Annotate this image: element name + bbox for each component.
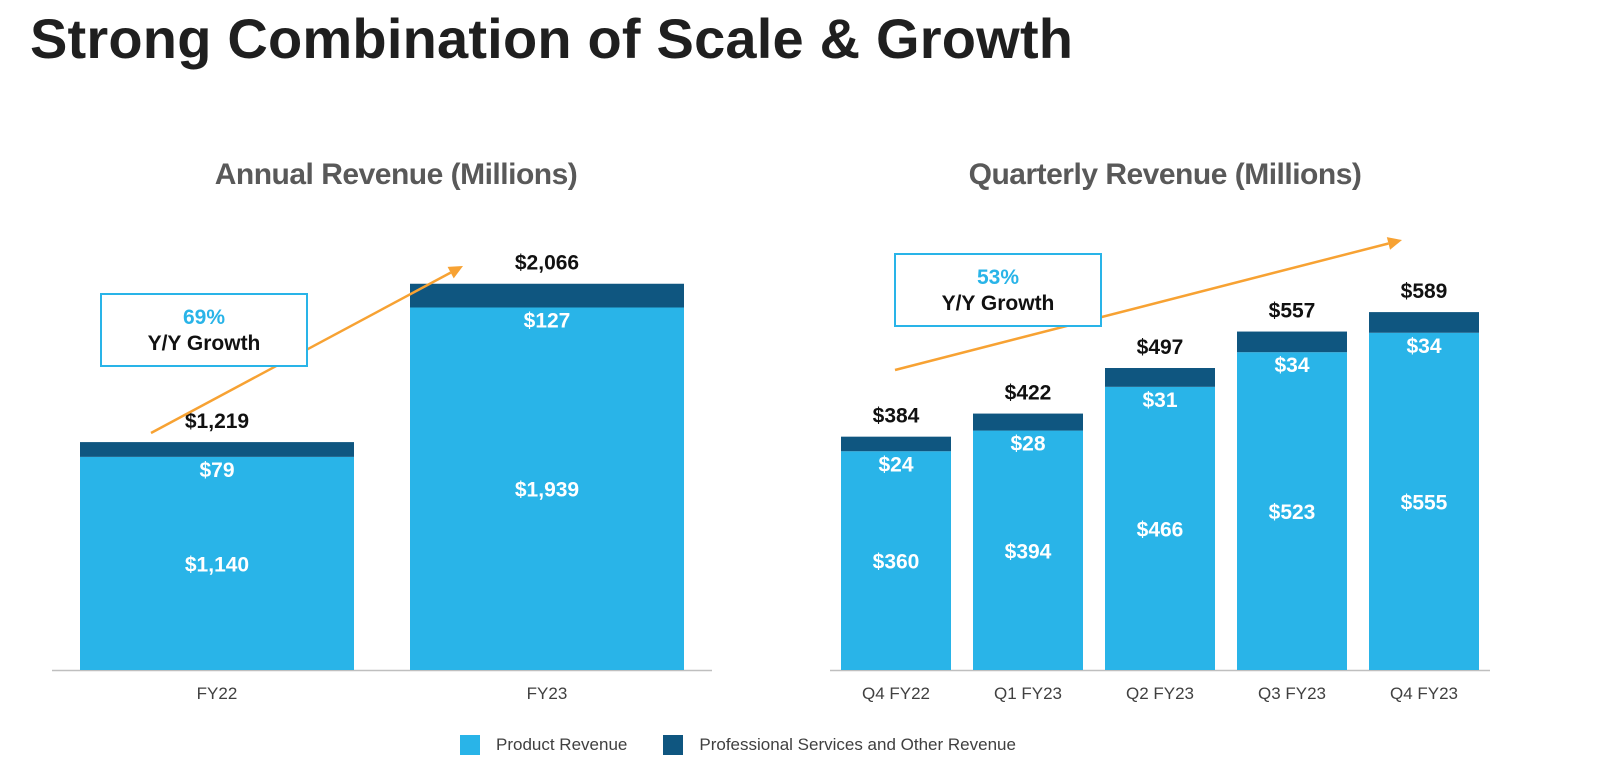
quarterly-label-total-3: $557 — [1269, 300, 1316, 323]
legend-label-services: Professional Services and Other Revenue — [699, 735, 1016, 754]
quarterly-revenue-chart: $360 $24 $384 Q4 FY22 $394 $28 $422 Q1 FY23 $466… — [830, 237, 1490, 703]
legend-item-services: Professional Services and Other Revenue — [663, 735, 1016, 755]
quarterly-bar-services-0 — [841, 436, 951, 452]
quarterly-growth-callout: 53% Y/Y Growth — [894, 253, 1102, 327]
quarterly-category-label-3: Q3 FY23 — [1258, 684, 1326, 703]
quarterly-label-product-0: $360 — [873, 551, 920, 574]
quarterly-label-total-4: $589 — [1401, 280, 1448, 303]
chart-legend: Product Revenue Professional Services an… — [460, 735, 1052, 755]
quarterly-growth-arrow — [894, 237, 1402, 372]
quarterly-label-product-2: $466 — [1137, 518, 1184, 541]
quarterly-chart-title: Quarterly Revenue (Millions) — [968, 158, 1362, 191]
annual-growth-percent: 69% — [182, 306, 226, 329]
quarterly-bar-services-3 — [1237, 331, 1347, 353]
annual-growth-label: Y/Y Growth — [147, 332, 261, 355]
quarterly-bar-product-0 — [841, 451, 951, 670]
quarterly-label-services-0: $24 — [878, 453, 913, 476]
quarterly-bar-product-2 — [1105, 386, 1215, 670]
annual-category-label-1: FY23 — [527, 684, 568, 703]
annual-label-total-1: $2,066 — [515, 252, 579, 275]
quarterly-label-services-1: $28 — [1010, 433, 1045, 456]
quarterly-growth-label: Y/Y Growth — [941, 292, 1055, 315]
quarterly-label-total-2: $497 — [1137, 336, 1184, 359]
quarterly-category-label-0: Q4 FY22 — [862, 684, 930, 703]
quarterly-bar-product-3 — [1237, 352, 1347, 670]
quarterly-bar-services-2 — [1105, 368, 1215, 387]
quarterly-label-product-3: $523 — [1269, 501, 1316, 524]
quarterly-category-label-2: Q2 FY23 — [1126, 684, 1194, 703]
quarterly-label-product-4: $555 — [1401, 491, 1448, 514]
annual-bar-product-1 — [410, 307, 684, 670]
quarterly-growth-percent: 53% — [976, 266, 1020, 289]
quarterly-bar-services-4 — [1369, 312, 1479, 333]
quarterly-bar-product-4 — [1369, 332, 1479, 670]
annual-chart-title: Annual Revenue (Millions) — [214, 158, 578, 191]
quarterly-category-label-4: Q4 FY23 — [1390, 684, 1458, 703]
annual-bar-services-0 — [80, 442, 354, 457]
quarterly-label-services-2: $31 — [1142, 389, 1177, 412]
annual-label-product-1: $1,939 — [515, 479, 579, 502]
legend-swatch-services — [663, 735, 684, 755]
legend-item-product: Product Revenue — [460, 735, 627, 755]
annual-label-product-0: $1,140 — [185, 553, 249, 576]
quarterly-label-services-3: $34 — [1274, 354, 1309, 377]
annual-bar-services-1 — [410, 283, 684, 308]
annual-revenue-chart: $1,140 $79 $1,219 FY22 $1,939 $127 $2,066 FY23 — [52, 252, 712, 703]
annual-label-services-0: $79 — [199, 459, 234, 482]
annual-category-label-0: FY22 — [197, 684, 238, 703]
page-title: Strong Combination of Scale & Growth — [30, 7, 1074, 70]
quarterly-category-label-1: Q1 FY23 — [994, 684, 1062, 703]
quarterly-bar-services-1 — [973, 413, 1083, 431]
legend-swatch-product — [460, 735, 480, 755]
annual-growth-callout: 69% Y/Y Growth — [100, 293, 308, 367]
quarterly-bar-product-1 — [973, 430, 1083, 670]
annual-bar-product-0 — [80, 456, 354, 670]
annual-label-total-0: $1,219 — [185, 410, 249, 433]
quarterly-label-product-1: $394 — [1005, 540, 1052, 563]
quarterly-label-total-1: $422 — [1005, 382, 1052, 405]
quarterly-label-total-0: $384 — [873, 405, 920, 428]
legend-label-product: Product Revenue — [496, 735, 628, 754]
annual-label-services-1: $127 — [524, 309, 571, 332]
quarterly-label-services-4: $34 — [1406, 335, 1441, 358]
